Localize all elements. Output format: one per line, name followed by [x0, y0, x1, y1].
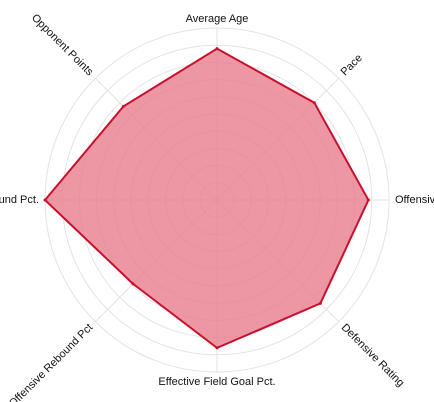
data-point: [121, 104, 125, 108]
axis-label: Average Age: [186, 13, 249, 25]
axis-label: Pace: [339, 52, 365, 78]
data-point: [318, 301, 322, 305]
axis-label: Offensive Rating: [395, 194, 434, 206]
axis-label: Effective Field Goal Pct.: [158, 376, 275, 388]
data-point: [366, 198, 370, 202]
data-point: [131, 282, 135, 286]
data-point: [215, 346, 219, 350]
data-point: [312, 101, 316, 105]
axis-label: Defensive Rating: [339, 322, 407, 390]
data-point: [215, 47, 219, 51]
axis-label: Offensive Rebound Pct: [7, 322, 95, 402]
axis-label: Opponent Points: [29, 12, 96, 79]
series: [43, 47, 370, 350]
data-point: [43, 198, 47, 202]
axis-label: Defensive Rebound Pct.: [0, 194, 39, 206]
